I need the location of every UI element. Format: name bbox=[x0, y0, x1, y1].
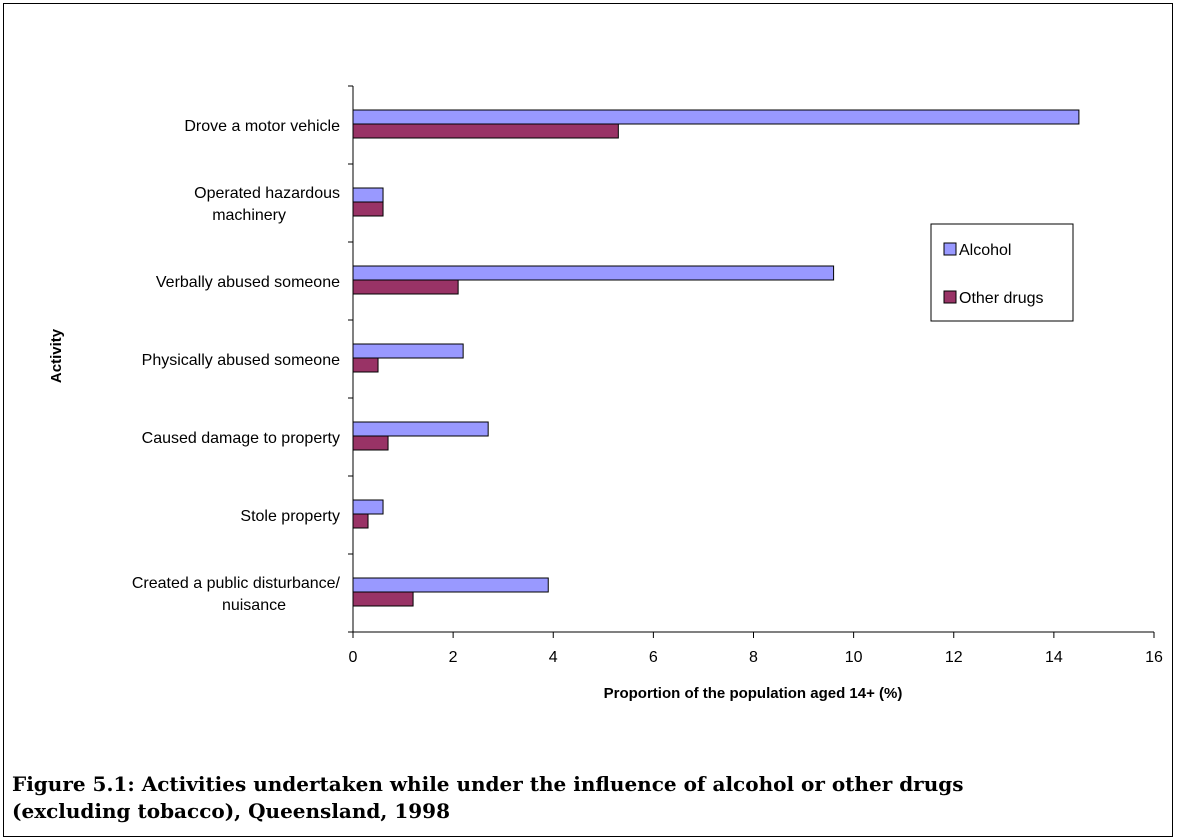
category-label-0: Drove a motor vehicle bbox=[184, 118, 340, 135]
x-tick-label-5: 10 bbox=[845, 649, 863, 666]
bar-other-drugs-1 bbox=[352, 201, 384, 217]
legend-swatch-other-drugs bbox=[943, 290, 957, 304]
category-label-1: Operated hazardous machinery bbox=[194, 185, 340, 224]
bar-other-drugs-4 bbox=[352, 435, 389, 451]
category-label-3: Physically abused someone bbox=[142, 352, 340, 369]
category-label-2: Verbally abused someone bbox=[156, 274, 340, 291]
bar-alcohol-1 bbox=[352, 187, 384, 203]
y-axis-title: Activity bbox=[48, 328, 65, 383]
bar-other-drugs-0 bbox=[352, 123, 619, 139]
caption-line-1: Figure 5.1: Activities undertaken while … bbox=[12, 772, 964, 796]
category-label-5: Stole property bbox=[240, 508, 340, 525]
bar-other-drugs-2 bbox=[352, 279, 459, 295]
bar-alcohol-0 bbox=[352, 109, 1080, 125]
bar-alcohol-5 bbox=[352, 499, 384, 515]
x-tick-label-7: 14 bbox=[1045, 649, 1063, 666]
category-label-4: Caused damage to property bbox=[142, 430, 340, 447]
x-tick-label-2: 4 bbox=[549, 649, 558, 666]
legend-label-other-drugs: Other drugs bbox=[959, 290, 1043, 307]
bar-other-drugs-3 bbox=[352, 357, 379, 373]
bar-other-drugs-6 bbox=[352, 591, 414, 607]
bars-layer bbox=[352, 109, 1080, 607]
x-tick-label-1: 2 bbox=[449, 649, 458, 666]
bar-alcohol-3 bbox=[352, 343, 464, 359]
x-tick-label-6: 12 bbox=[945, 649, 963, 666]
bar-alcohol-2 bbox=[352, 265, 835, 281]
bar-alcohol-4 bbox=[352, 421, 489, 437]
category-labels-layer: Drove a motor vehicle Operated hazardous m… bbox=[132, 118, 341, 614]
axes-layer bbox=[348, 85, 1155, 638]
legend-swatch-alcohol bbox=[943, 242, 957, 256]
x-tick-label-8: 16 bbox=[1145, 649, 1163, 666]
tick-labels-layer: 0 2 4 6 8 10 12 14 16 bbox=[349, 649, 1163, 666]
caption-line-2: (excluding tobacco), Queensland, 1998 bbox=[12, 799, 450, 823]
category-label-6: Created a public disturbance/nuisance bbox=[132, 575, 341, 614]
legend-label-alcohol: Alcohol bbox=[959, 242, 1011, 259]
bar-alcohol-6 bbox=[352, 577, 549, 593]
figure-frame bbox=[3, 3, 1173, 837]
x-tick-label-3: 6 bbox=[649, 649, 658, 666]
x-tick-label-0: 0 bbox=[349, 649, 358, 666]
legend: Alcohol Other drugs bbox=[930, 223, 1074, 322]
figure-caption: Figure 5.1: Activities undertaken while … bbox=[12, 771, 1152, 825]
x-axis-title: Proportion of the population aged 14+ (%… bbox=[604, 685, 903, 702]
legend-box bbox=[930, 223, 1074, 322]
x-tick-label-4: 8 bbox=[749, 649, 758, 666]
bar-other-drugs-5 bbox=[352, 513, 369, 529]
